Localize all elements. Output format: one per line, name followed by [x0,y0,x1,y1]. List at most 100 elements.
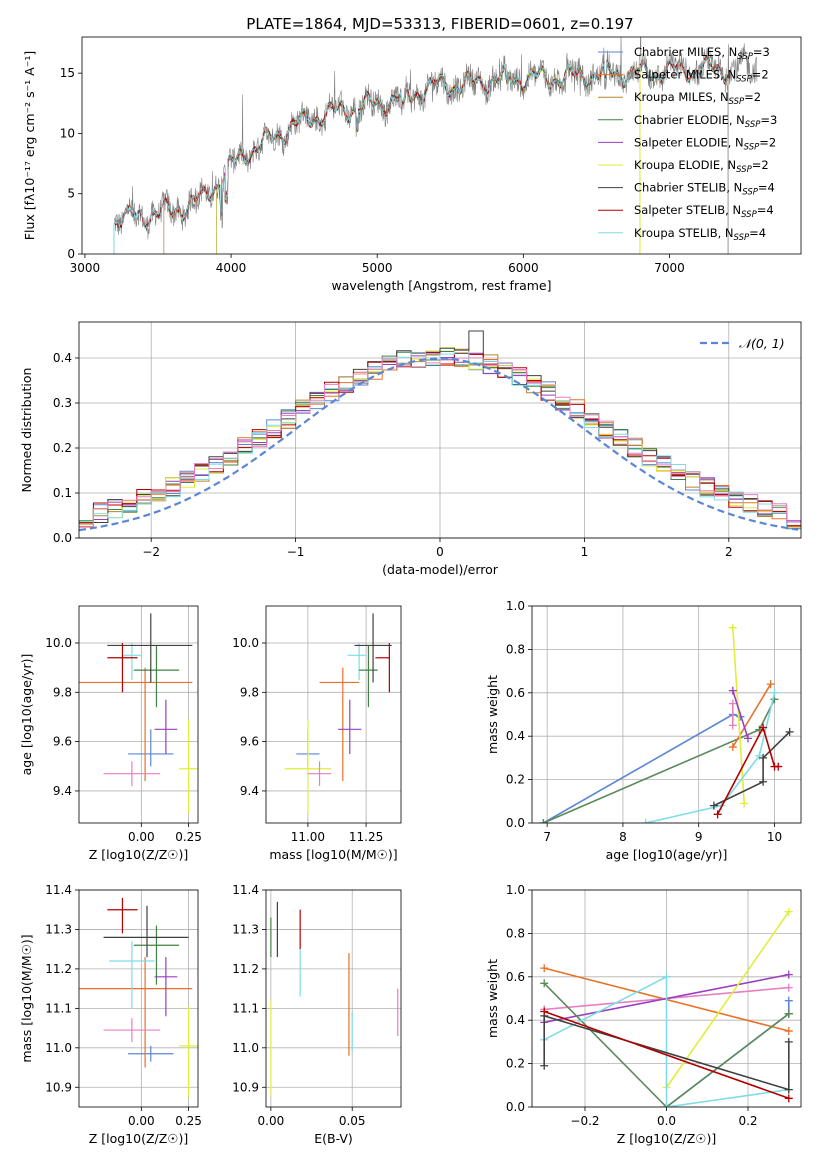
y-tick-label: 11.4 [232,883,259,897]
axes-frame [265,605,402,824]
plot-marks [270,901,399,1096]
weight-marker [774,762,783,771]
y-tick-label: 11.1 [45,1001,72,1015]
x-axis-label: Z [log10(Z/Z☉)] [89,847,189,862]
weight-series-line [543,1010,790,1100]
x-tick-label: 0.00 [128,830,155,844]
y-axis-label: Flux [fλ10⁻¹⁷ erg cm⁻² s⁻¹ A⁻¹] [22,51,37,240]
data-point [103,1018,161,1042]
data-point [354,613,392,683]
data-point [109,941,155,1009]
x-tick-label: 0.0 [657,1114,676,1128]
spectrum-legend: Chabrier MILES, NSSP=3 Salpeter MILES, NS… [598,45,777,243]
weight-marker [785,727,794,736]
weight-marker [740,799,749,808]
axes-frame [81,36,802,255]
legend-entry: Chabrier STELIB, NSSP=4 [634,181,775,198]
age-vs-metallicity-panel: 0.00 0.25 9.4 9.6 9.8 10.0 Z [log10(Z/Z☉)] age … [19,605,202,862]
axes-frame [265,889,402,1108]
y-tick-label: 9.6 [240,735,259,749]
weight-marker [539,819,548,823]
y-tick-label: 10.0 [45,636,72,650]
plot-area [79,606,198,823]
x-axis-label: mass [log10(M/M☉)] [269,847,397,862]
weight-marker [784,1009,793,1018]
data-point [103,761,161,787]
y-tick-label: 0.3 [53,396,72,410]
model-spectrum-salpeter-stelib [113,55,729,254]
y-tick-label: 11.2 [232,962,259,976]
x-axis-label: Z [log10(Z/Z☉)] [617,1131,717,1146]
plot-area [266,606,401,823]
model-spectrum-kroupa-stelib [113,56,729,254]
x-tick-label: 5000 [362,261,393,275]
y-tick-label: 0.4 [506,1013,525,1027]
data-point [107,613,193,683]
x-tick-label: −0.2 [570,1114,599,1128]
y-axis-label: mass weight [485,675,500,754]
y-tick-label: 0.4 [506,729,525,743]
y-tick-label: 15 [60,66,75,80]
y-axis-label: mass [log10(M/M☉)] [19,934,34,1062]
weight-series [709,727,794,810]
data-point [107,897,138,934]
x-tick-label: 0.25 [175,830,202,844]
x-tick-label: 0.00 [258,1114,285,1128]
weight-marker [662,972,671,981]
mass-vs-ebv-panel: 0.00 0.05 10.9 11.0 11.1 11.2 11.3 11.4 E(B-V) [232,883,402,1146]
weight-marker [784,907,793,916]
weight-vs-metallicity-panel: −0.2 0.0 0.2 0.0 0.2 0.4 0.6 0.8 1.0 Z [log10(Z/Z… [485,883,802,1146]
legend-entry: Kroupa ELODIE, NSSP=2 [634,158,769,175]
legend-entry: Salpeter ELODIE, NSSP=2 [634,135,776,152]
plot-area [266,890,401,1107]
plot-marks [79,613,198,814]
weight-marker [784,1037,793,1046]
y-tick-label: 0.0 [506,816,525,830]
weight-marker [728,699,737,708]
weight-marker [713,810,722,819]
x-tick-label: 0 [436,545,444,559]
weight-marker [770,688,779,697]
y-tick-label: 10.0 [232,636,259,650]
weight-marker [743,734,752,743]
weight-marker [784,996,793,1005]
grid [79,606,198,823]
weight-series-line [645,692,776,823]
x-tick-label: 7000 [654,261,685,275]
y-tick-label: 0.1 [53,486,72,500]
weight-marker [709,801,718,810]
weight-marker [540,979,549,988]
normal-curve [79,357,799,532]
x-tick-label: 11.25 [349,830,383,844]
legend-entry: Salpeter MILES, NSSP=2 [634,68,769,85]
y-tick-label: 9.6 [53,735,72,749]
x-tick-label: 7 [543,830,551,844]
data-point [284,719,332,814]
axes-frame [78,605,199,824]
weight-marker [766,680,775,689]
data-point [179,1006,198,1098]
legend-entry: Chabrier ELODIE, NSSP=3 [634,113,777,130]
data-point [128,1045,174,1062]
x-axis-label: wavelength [Angstrom, rest frame] [331,278,551,293]
weight-series-line [543,982,790,1107]
y-tick-label: 0.2 [506,773,525,787]
weight-marker [784,983,793,992]
weight-series [713,723,783,819]
y-tick-label: 0.0 [506,1100,525,1114]
y-tick-label: 1.0 [506,883,525,897]
y-tick-label: 11.0 [45,1041,72,1055]
axes-frame [78,889,199,1108]
y-tick-label: 0.4 [53,351,72,365]
y-tick-label: 10.9 [45,1080,72,1094]
weight-marker [759,723,768,732]
data-point [307,761,332,787]
x-tick-label: 0.00 [128,1114,155,1128]
x-tick-label: 11.00 [291,830,325,844]
y-tick-label: 11.3 [45,922,72,936]
residuals-histogram-panel: −2 −1 0 1 2 0.0 0.1 0.2 0.3 0.4 (data-model)/error… [19,321,802,577]
weight-series [728,699,737,730]
y-tick-label: 11.1 [232,1001,259,1015]
plot-marks [113,37,758,254]
weight-marker [540,1007,549,1016]
